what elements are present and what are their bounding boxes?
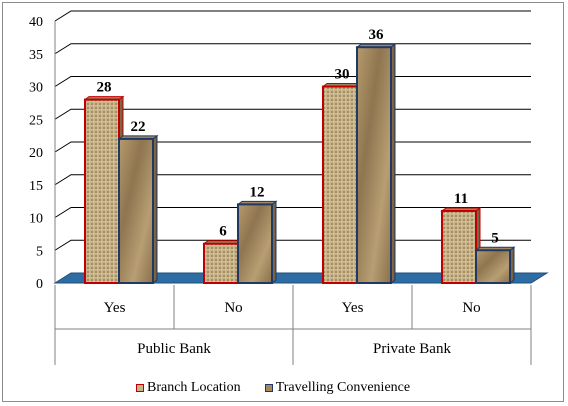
legend-item-branch: Branch Location bbox=[136, 380, 241, 396]
legend-swatch-travel bbox=[264, 384, 273, 392]
gridline bbox=[54, 76, 531, 87]
x-group-label: Private Bank bbox=[373, 341, 451, 357]
data-label: 6 bbox=[219, 224, 227, 240]
y-tick-label: 5 bbox=[36, 244, 43, 259]
y-tick-label: 30 bbox=[29, 81, 43, 96]
bar-travelling-convenience bbox=[475, 249, 511, 284]
x-category-label: Yes bbox=[342, 300, 364, 316]
bar-branch-location bbox=[322, 85, 358, 284]
data-label: 22 bbox=[131, 119, 146, 135]
data-label: 5 bbox=[491, 230, 499, 246]
bar-branch-location bbox=[203, 242, 239, 284]
gridline bbox=[54, 10, 531, 22]
legend-swatch-branch bbox=[136, 384, 144, 392]
x-category-label: No bbox=[224, 300, 242, 316]
x-category-label: Yes bbox=[104, 300, 126, 316]
y-tick-label: 40 bbox=[29, 15, 43, 30]
data-label: 30 bbox=[335, 67, 350, 83]
y-tick-label: 15 bbox=[29, 179, 43, 194]
y-tick-label: 25 bbox=[29, 113, 43, 128]
legend-item-travel: Travelling Convenience bbox=[264, 380, 411, 396]
data-label: 36 bbox=[369, 27, 385, 43]
data-label: 28 bbox=[97, 80, 112, 96]
data-label: 12 bbox=[250, 184, 265, 200]
y-tick-label: 0 bbox=[36, 277, 43, 292]
y-tick-label: 20 bbox=[29, 146, 43, 161]
x-group-label: Public Bank bbox=[137, 341, 211, 357]
bar-travelling-convenience bbox=[118, 137, 154, 284]
legend-label-travel: Travelling Convenience bbox=[275, 380, 411, 395]
y-tick-label: 35 bbox=[29, 48, 43, 63]
legend-label-branch: Branch Location bbox=[147, 380, 241, 395]
bar-travelling-convenience bbox=[356, 46, 392, 285]
chart-frame: 0 5 10 15 20 25 30 35 40 28 6 30 11 22 12 36 5 Yes No Yes… bbox=[2, 2, 564, 402]
x-category-label: No bbox=[462, 300, 480, 316]
legend: Branch Location Travelling Convenience bbox=[136, 379, 434, 397]
bar-branch-location bbox=[441, 209, 477, 284]
bar-chart: 0 5 10 15 20 25 30 35 40 28 6 30 11 22 12 36 5 Yes No Yes… bbox=[29, 10, 549, 365]
gridline bbox=[54, 43, 531, 55]
y-tick-label: 10 bbox=[29, 212, 43, 227]
gridline bbox=[54, 108, 531, 120]
bar-branch-location bbox=[84, 98, 120, 284]
bar-travelling-convenience bbox=[237, 203, 273, 284]
data-label: 11 bbox=[454, 191, 468, 207]
